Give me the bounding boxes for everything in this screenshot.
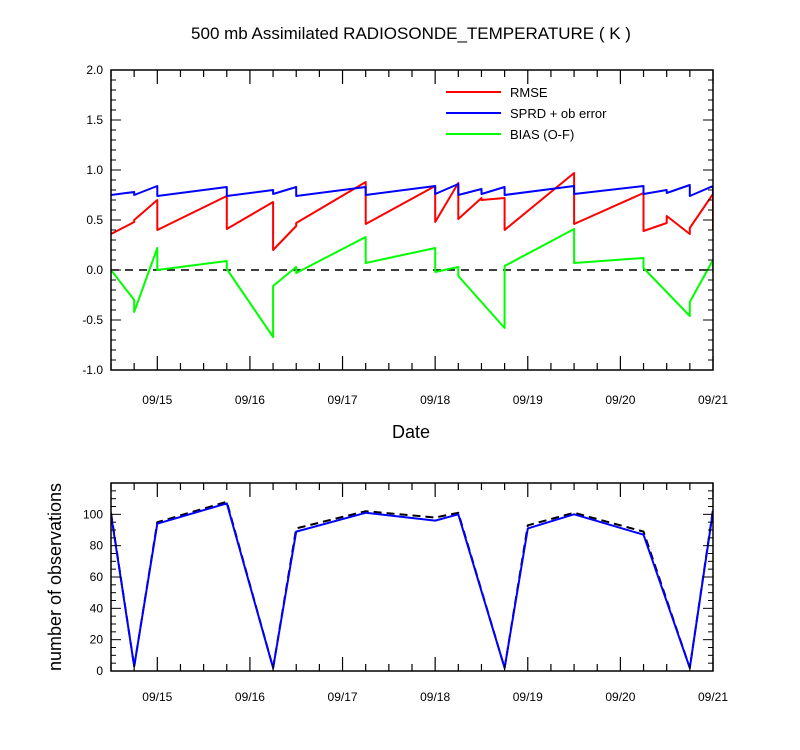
x-tick-label: 09/20 (605, 690, 635, 704)
x-tick-label: 09/20 (605, 393, 635, 407)
y-tick-label: 0.0 (86, 263, 103, 277)
y-axis-label-observations: number of observations (45, 483, 65, 671)
x-tick-label: 09/15 (142, 393, 172, 407)
plot-frame (110, 69, 714, 371)
x-tick-label: 09/17 (328, 690, 358, 704)
x-tick-label: 09/16 (235, 393, 265, 407)
legend-entry-label: BIAS (O-F) (510, 127, 574, 142)
legend-entry-label: RMSE (510, 85, 548, 100)
y-tick-label: 100 (83, 507, 103, 521)
series-line-rmse (111, 172, 713, 251)
chart-title: 500 mb Assimilated RADIOSONDE_TEMPERATUR… (191, 24, 631, 43)
y-tick-label: 40 (90, 601, 104, 615)
series-line-bias-o-f (111, 228, 713, 338)
series-line-sprd-ob-error (111, 183, 713, 197)
x-tick-label: 09/18 (420, 393, 450, 407)
x-tick-label: 09/19 (513, 393, 543, 407)
y-tick-label: 80 (90, 539, 104, 553)
series-line-dashed (111, 500, 713, 669)
y-tick-label: 1.5 (86, 113, 103, 127)
y-tick-label: 1.0 (86, 163, 103, 177)
y-tick-label: -0.5 (82, 313, 103, 327)
x-tick-label: 09/18 (420, 690, 450, 704)
y-tick-label: 0 (96, 664, 103, 678)
x-tick-label: 09/21 (698, 393, 728, 407)
y-tick-label: 20 (90, 633, 104, 647)
x-tick-label: 09/16 (235, 690, 265, 704)
y-tick-label: -1.0 (82, 363, 103, 377)
x-axis-label: Date (392, 422, 430, 442)
y-tick-label: 0.5 (86, 213, 103, 227)
x-tick-label: 09/15 (142, 690, 172, 704)
legend-entry-label: SPRD + ob error (510, 106, 607, 121)
y-tick-label: 60 (90, 570, 104, 584)
x-tick-label: 09/21 (698, 690, 728, 704)
y-tick-label: 2.0 (86, 63, 103, 77)
x-tick-label: 09/19 (513, 690, 543, 704)
x-tick-label: 09/17 (328, 393, 358, 407)
series-line-solid (111, 502, 713, 669)
